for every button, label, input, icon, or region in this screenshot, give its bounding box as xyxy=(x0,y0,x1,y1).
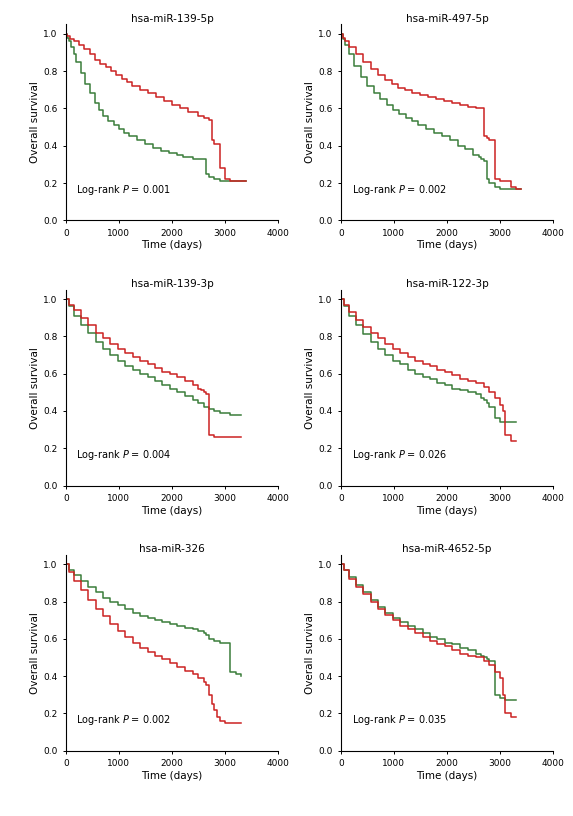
Legend: Low ($n$ = 186), High ($n$ = 185): Low ($n$ = 186), High ($n$ = 185) xyxy=(66,295,171,335)
Title: hsa-miR-139-5p: hsa-miR-139-5p xyxy=(131,14,213,24)
Text: Log-rank $P$ = 0.035: Log-rank $P$ = 0.035 xyxy=(352,713,447,727)
Y-axis label: Overall survival: Overall survival xyxy=(30,82,41,163)
Y-axis label: Overall survival: Overall survival xyxy=(305,347,316,428)
Legend: Low ($n$ = 185), High ($n$ = 186): Low ($n$ = 185), High ($n$ = 186) xyxy=(341,560,446,600)
X-axis label: Time (days): Time (days) xyxy=(142,506,202,516)
Legend: Low ($n$ = 187), High ($n$ = 184): Low ($n$ = 187), High ($n$ = 184) xyxy=(66,560,171,600)
X-axis label: Time (days): Time (days) xyxy=(142,241,202,251)
Text: (a): (a) xyxy=(164,324,179,334)
Text: Log-rank $P$ = 0.004: Log-rank $P$ = 0.004 xyxy=(76,448,172,462)
Text: (c): (c) xyxy=(165,589,179,599)
X-axis label: Time (days): Time (days) xyxy=(417,506,477,516)
Text: (b): (b) xyxy=(439,324,454,334)
Title: hsa-miR-326: hsa-miR-326 xyxy=(139,544,205,554)
Text: (d): (d) xyxy=(439,589,454,599)
Text: Log-rank $P$ = 0.002: Log-rank $P$ = 0.002 xyxy=(352,183,447,197)
Y-axis label: Overall survival: Overall survival xyxy=(30,347,41,428)
Y-axis label: Overall survival: Overall survival xyxy=(305,82,316,163)
X-axis label: Time (days): Time (days) xyxy=(417,771,477,781)
Text: Log-rank $P$ = 0.001: Log-rank $P$ = 0.001 xyxy=(76,183,172,197)
X-axis label: Time (days): Time (days) xyxy=(142,771,202,781)
Title: hsa-miR-4652-5p: hsa-miR-4652-5p xyxy=(402,544,492,554)
Y-axis label: Overall survival: Overall survival xyxy=(30,612,41,694)
Title: hsa-miR-497-5p: hsa-miR-497-5p xyxy=(406,14,488,24)
Text: Log-rank $P$ = 0.026: Log-rank $P$ = 0.026 xyxy=(352,448,447,462)
X-axis label: Time (days): Time (days) xyxy=(417,241,477,251)
Y-axis label: Overall survival: Overall survival xyxy=(305,612,316,694)
Title: hsa-miR-139-3p: hsa-miR-139-3p xyxy=(131,279,213,289)
Title: hsa-miR-122-3p: hsa-miR-122-3p xyxy=(406,279,488,289)
Legend: Low ($n$ = 186), High ($n$ = 185): Low ($n$ = 186), High ($n$ = 185) xyxy=(341,295,446,335)
Text: Log-rank $P$ = 0.002: Log-rank $P$ = 0.002 xyxy=(76,713,172,727)
